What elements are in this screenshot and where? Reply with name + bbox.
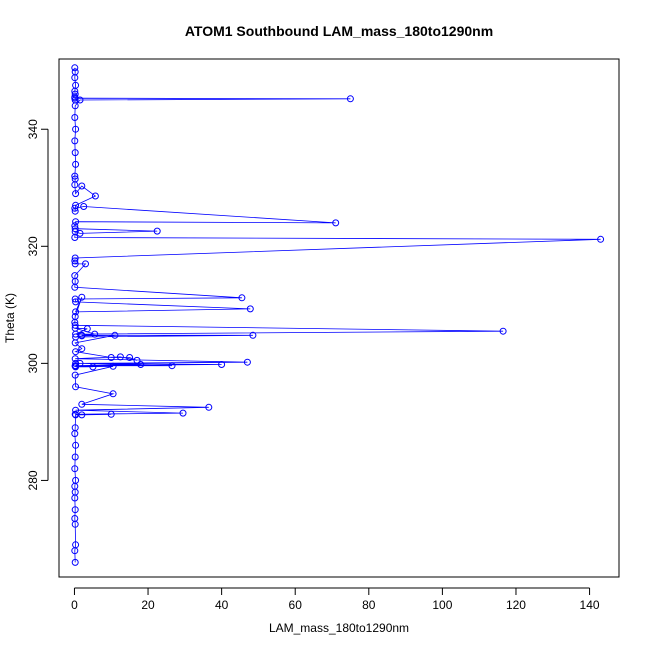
y-axis-label: Theta (K)	[3, 293, 17, 343]
data-point	[179, 409, 187, 417]
data-point	[71, 355, 79, 363]
x-tick-label: 140	[580, 598, 600, 612]
data-point	[346, 95, 354, 103]
data-point	[82, 260, 89, 268]
data-point	[72, 383, 80, 391]
data-point	[72, 218, 80, 226]
data-point	[71, 204, 79, 212]
data-point	[72, 441, 80, 449]
data-point	[76, 229, 84, 237]
x-tick-label: 120	[506, 598, 526, 612]
data-point	[71, 114, 79, 121]
data-point	[71, 506, 79, 514]
data-point	[499, 327, 507, 335]
data-point	[83, 325, 91, 333]
series-line	[74, 67, 601, 563]
data-point	[78, 182, 86, 190]
data-point	[126, 354, 134, 361]
data-point	[78, 332, 86, 340]
data-point	[71, 257, 79, 265]
data-point	[72, 125, 80, 133]
data-point	[71, 149, 79, 157]
data-point	[72, 411, 80, 419]
data-point	[71, 172, 79, 180]
data-point	[109, 390, 117, 398]
data-point	[109, 362, 117, 370]
data-point	[72, 406, 80, 414]
data-point	[111, 331, 119, 339]
y-tick-label: 280	[26, 470, 40, 490]
data-point	[78, 345, 86, 353]
y-tick-label: 320	[26, 236, 40, 256]
data-point	[71, 430, 79, 438]
plot-frame	[58, 58, 620, 578]
series-layer	[71, 64, 605, 566]
data-point	[89, 363, 97, 371]
data-point	[72, 298, 80, 306]
x-axis: 0 20 40 60 80 100 120 140	[71, 587, 600, 612]
data-point	[71, 295, 79, 303]
data-point	[72, 160, 80, 168]
x-axis-label: LAM_mass_180to1290nm	[269, 621, 409, 635]
x-tick-label: 0	[71, 598, 78, 612]
data-point	[71, 558, 79, 566]
x-tick-label: 100	[432, 598, 452, 612]
data-point	[71, 234, 79, 241]
data-point	[238, 294, 246, 302]
data-point	[153, 227, 161, 235]
y-tick-label: 300	[26, 353, 40, 373]
data-point	[246, 305, 254, 313]
data-point	[597, 235, 605, 243]
data-point	[243, 358, 251, 366]
y-axis: 280 300 320 340	[26, 119, 49, 490]
data-point	[78, 293, 86, 301]
data-point	[71, 520, 79, 528]
x-tick-label: 80	[362, 598, 376, 612]
chart-title: ATOM1 Southbound LAM_mass_180to1290nm	[185, 23, 493, 39]
data-point	[71, 181, 79, 189]
data-point	[71, 260, 79, 268]
data-point	[71, 324, 79, 332]
x-tick-label: 20	[141, 598, 155, 612]
data-point	[249, 331, 257, 339]
data-point	[116, 353, 124, 361]
x-tick-label: 60	[289, 598, 303, 612]
data-point	[72, 190, 80, 198]
data-point	[107, 354, 115, 361]
data-point	[71, 371, 79, 379]
data-point	[71, 494, 79, 502]
data-point	[71, 465, 79, 473]
data-point	[71, 137, 79, 145]
data-point	[72, 308, 80, 316]
data-point	[71, 225, 79, 233]
data-point	[168, 362, 176, 370]
data-point	[133, 356, 141, 364]
data-point	[76, 96, 84, 104]
data-point	[71, 102, 79, 110]
data-point	[72, 363, 80, 371]
data-point	[71, 339, 79, 347]
data-point	[71, 74, 79, 82]
data-point	[80, 203, 88, 210]
data-point	[71, 64, 79, 72]
data-point	[137, 361, 145, 368]
data-point	[205, 403, 213, 411]
data-point	[218, 361, 226, 368]
data-point	[71, 453, 79, 461]
x-tick-label: 40	[215, 598, 229, 612]
data-point	[71, 547, 79, 555]
data-point	[72, 348, 80, 356]
data-point	[71, 321, 79, 329]
data-point	[107, 410, 115, 418]
data-point	[78, 400, 86, 408]
data-point	[332, 219, 340, 227]
data-point	[91, 330, 99, 338]
data-point	[91, 192, 99, 200]
y-tick-label: 340	[26, 119, 40, 139]
data-point	[71, 283, 79, 291]
data-point	[71, 207, 79, 215]
